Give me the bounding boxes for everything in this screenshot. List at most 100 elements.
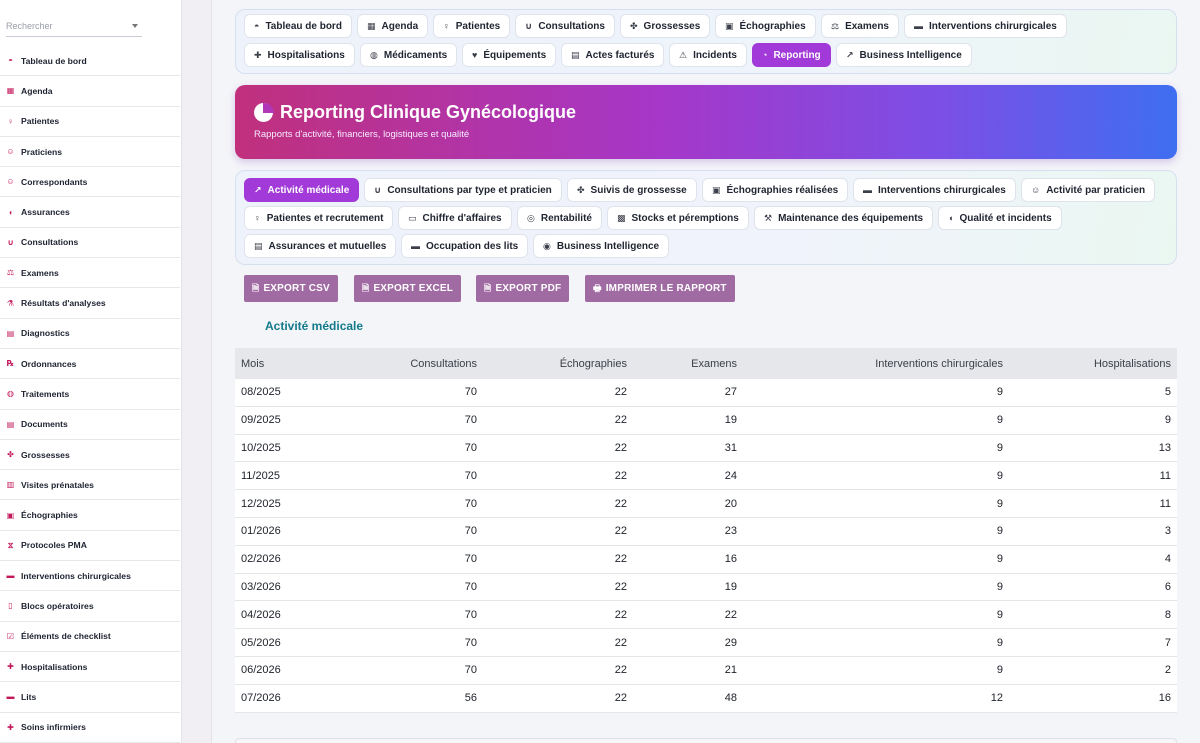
sidebar-item[interactable]: ▯ Blocs opératoires (0, 591, 180, 622)
sidebar-item[interactable]: ⚗ Résultats d'analyses (0, 288, 180, 319)
sidebar-item-label: Lits (21, 691, 37, 702)
table-cell: 11 (1159, 497, 1171, 510)
chevron-down-icon[interactable] (132, 24, 138, 28)
sidebar-item[interactable]: ▬ Lits (0, 682, 180, 713)
file-csv-icon: 🗎 (252, 282, 260, 293)
subnav-tab[interactable]: ✤ Suivis de grossesse (567, 178, 697, 202)
shield-icon: ◖ (8, 207, 13, 217)
sidebar-item[interactable]: ⚖ Examens (0, 258, 180, 289)
topnav-tab-label: Patientes (455, 20, 501, 32)
sidebar-item[interactable]: ▬ Interventions chirurgicales (0, 561, 180, 592)
nurse-icon: ✚ (7, 722, 14, 732)
table-cell: 8 (1164, 608, 1171, 621)
table-cell: 13 (1158, 441, 1171, 454)
topnav-tab[interactable]: ↗ Business Intelligence (836, 43, 972, 67)
table-cell: 4 (1164, 553, 1171, 566)
table-cell: 19 (724, 414, 737, 427)
subnav-tab[interactable]: ▬ Occupation des lits (401, 234, 529, 258)
subnav-tab[interactable]: ◖ Qualité et incidents (938, 206, 1062, 230)
subnav-active-tab[interactable]: ↗ Activité médicale (244, 178, 360, 202)
table-cell: 70 (464, 441, 477, 454)
column-header: Consultations (410, 357, 477, 370)
topnav-tab-label: Reporting (773, 49, 821, 61)
subnav-tab-label: Interventions chirurgicales (878, 184, 1006, 196)
topnav-tab[interactable]: ⚖ Examens (821, 14, 899, 38)
topnav-tab[interactable]: ▤ Actes facturés (561, 43, 665, 67)
search-input[interactable]: Rechercher (6, 17, 142, 37)
subnav-tab[interactable]: ▩ Stocks et péremptions (607, 206, 749, 230)
sidebar-item[interactable]: ☑ Éléments de checklist (0, 622, 180, 652)
brain-icon: ◉ (543, 240, 551, 251)
sidebar-item[interactable]: ▤ Documents (0, 410, 180, 440)
topnav-tab[interactable]: ▬ Interventions chirurgicales (904, 14, 1067, 38)
export-excel-button[interactable]: 🗎 EXPORT EXCEL (354, 275, 462, 302)
table-cell: 3 (1164, 525, 1171, 538)
print-report-button[interactable]: 🖶 IMPRIMER LE RAPPORT (585, 275, 735, 302)
ultrasound-icon: ▣ (712, 184, 721, 195)
chart-line-icon: ↗ (846, 49, 854, 60)
sidebar-item[interactable]: ♀ Patientes (0, 107, 180, 137)
topnav-tab[interactable]: ⚠ Incidents (669, 43, 747, 67)
export-csv-button[interactable]: 🗎 EXPORT CSV (244, 275, 338, 302)
subnav-tab[interactable]: ⚒ Maintenance des équipements (754, 206, 934, 230)
sidebar-item[interactable]: ◖ Assurances (0, 197, 180, 228)
sidebar-item-label: Hospitalisations (21, 661, 88, 672)
table-cell: 02/2026 (241, 553, 281, 566)
subnav-tab[interactable]: ♀ Patientes et recrutement (244, 206, 394, 230)
table-body: 08/2025 70 22 27 9 5 09/2025 70 22 19 9 9 10/2025 70 2… (235, 379, 1177, 713)
microscope-icon: ⚖ (831, 20, 840, 31)
table-cell: 11/2025 (241, 469, 280, 482)
bed-icon: ▬ (863, 185, 872, 195)
subnav-tab[interactable]: ▣ Échographies réalisées (702, 178, 849, 202)
sidebar-item[interactable]: ⧖ Protocoles PMA (0, 531, 180, 562)
warning-icon: ⚠ (679, 49, 688, 60)
export-pdf-button[interactable]: 🗎 EXPORT PDF (476, 275, 570, 302)
sidebar-item-label: Interventions chirurgicales (21, 570, 131, 581)
topnav-tab[interactable]: ∪ Consultations (515, 14, 615, 38)
sidebar-item[interactable]: ✤ Grossesses (0, 440, 180, 471)
subnav-tab[interactable]: ☺ Activité par praticien (1021, 178, 1156, 202)
sidebar-item[interactable]: ▦ Agenda (0, 76, 180, 107)
table-row: 04/2026 70 22 22 9 8 (235, 601, 1177, 630)
table-cell: 04/2026 (241, 608, 281, 621)
sidebar-item[interactable]: ℞ Ordonnances (0, 349, 180, 380)
table-cell: 01/2026 (241, 525, 281, 538)
topnav-tab[interactable]: ▦ Agenda (357, 14, 429, 38)
sidebar-item[interactable]: ✚ Soins infirmiers (0, 713, 180, 743)
topnav-active-tab[interactable]: ◔ Reporting (752, 43, 831, 67)
female-icon: ♀ (443, 21, 450, 31)
subnav-tab[interactable]: ∪ Consultations par type et praticien (364, 178, 562, 202)
topnav-tab[interactable]: ◓ Tableau de bord (244, 14, 352, 38)
topnav-tab-label: Hospitalisations (267, 49, 345, 61)
subnav-tab[interactable]: ▤ Assurances et mutuelles (244, 234, 397, 258)
subnav-tab[interactable]: ◉ Business Intelligence (533, 234, 670, 258)
subnav-tab-label: Chiffre d'affaires (422, 212, 502, 224)
sidebar-item[interactable]: ☺ Correspondants (0, 167, 180, 198)
topnav-tab[interactable]: ◍ Médicaments (360, 43, 458, 67)
topnav-tab[interactable]: ♀ Patientes (433, 14, 511, 38)
sidebar-item[interactable]: ◍ Traitements (0, 379, 180, 410)
table-cell: 9 (996, 580, 1003, 593)
sidebar-item[interactable]: ◓ Tableau de bord (0, 46, 180, 77)
table-cell: 10/2025 (241, 441, 281, 454)
sidebar-item[interactable]: ∪ Consultations (0, 228, 180, 259)
topnav-tab[interactable]: ♥ Équipements (462, 43, 557, 67)
sidebar-item-label: Éléments de checklist (21, 631, 111, 642)
sidebar-item[interactable]: ▤ Diagnostics (0, 319, 180, 349)
subnav-tab[interactable]: ▭ Chiffre d'affaires (398, 206, 512, 230)
top-navigation: ◓ Tableau de bord ▦ Agenda ♀ Patientes ∪ Consul… (235, 9, 1177, 74)
subnav-tab[interactable]: ▬ Interventions chirurgicales (853, 178, 1016, 202)
subnav-tab[interactable]: ◎ Rentabilité (517, 206, 602, 230)
sidebar-item[interactable]: ✚ Hospitalisations (0, 652, 180, 683)
sidebar-item[interactable]: ▣ Échographies (0, 500, 180, 531)
table-cell: 22 (724, 608, 737, 621)
table-cell: 22 (614, 497, 627, 510)
sidebar-item[interactable]: ☺ Praticiens (0, 137, 180, 168)
table-cell: 20 (724, 497, 737, 510)
sidebar-item[interactable]: ▥ Visites prénatales (0, 470, 180, 501)
topnav-tab[interactable]: ✤ Grossesses (620, 14, 711, 38)
table-cell: 56 (464, 692, 477, 705)
export-excel-label: EXPORT EXCEL (373, 283, 454, 294)
topnav-tab[interactable]: ▣ Échographies (715, 14, 816, 38)
topnav-tab[interactable]: ✚ Hospitalisations (244, 43, 355, 67)
